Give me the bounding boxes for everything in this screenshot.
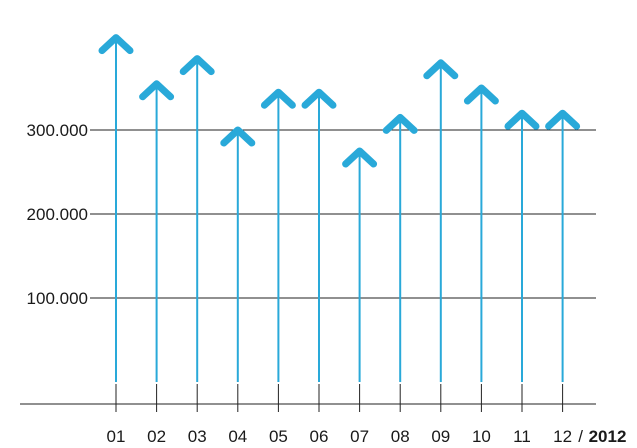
arrow-bar-10: [463, 84, 499, 382]
arrow-bar-06: [301, 88, 337, 382]
labels-layer: 100.000 200.000 300.000 01 02 03 04 05 06 07 08 09 1…: [27, 121, 627, 446]
arrow-head: [220, 126, 256, 147]
arrow-bar-04: [220, 126, 256, 382]
arrow-bar-03: [179, 55, 215, 382]
x-tick-label: 05: [269, 427, 288, 446]
y-tick-label: 100.000: [27, 289, 88, 308]
arrow-head: [342, 147, 378, 168]
arrow-bar-01: [98, 34, 134, 382]
x-suffix-separator: /: [578, 427, 583, 446]
x-tick-label: 10: [472, 427, 491, 446]
arrow-bar-12: [545, 109, 581, 382]
arrow-head: [98, 34, 134, 55]
arrow-head: [423, 59, 459, 80]
arrow-bar-08: [382, 113, 418, 382]
arrow-head: [504, 109, 540, 130]
arrow-head: [260, 88, 296, 109]
x-tick-label: 01: [107, 427, 126, 446]
x-tick-label: 03: [188, 427, 207, 446]
arrow-head: [382, 113, 418, 134]
x-tick-label: 11: [513, 427, 531, 446]
arrow-head: [139, 80, 175, 101]
y-tick-label: 200.000: [27, 205, 88, 224]
x-tick-label: 07: [350, 427, 369, 446]
x-axis-layer: [20, 384, 596, 412]
x-tick-label: 12: [553, 427, 572, 446]
arrow-head: [545, 109, 581, 130]
x-suffix-year: 2012: [589, 427, 627, 446]
arrow-bar-07: [342, 147, 378, 382]
arrow-head: [463, 84, 499, 105]
arrow-bar-05: [260, 88, 296, 382]
bars-layer: [98, 34, 581, 382]
x-tick-label: 04: [228, 427, 247, 446]
x-tick-label: 08: [391, 427, 410, 446]
x-tick-label: 09: [431, 427, 450, 446]
arrow-head: [301, 88, 337, 109]
grid-layer: [90, 129, 596, 299]
x-tick-label: 02: [147, 427, 166, 446]
y-tick-label: 300.000: [27, 121, 88, 140]
x-tick-label: 06: [310, 427, 329, 446]
arrow-bar-11: [504, 109, 540, 382]
arrow-head: [179, 55, 215, 76]
arrow-bar-02: [139, 80, 175, 382]
arrow-bar-09: [423, 59, 459, 382]
